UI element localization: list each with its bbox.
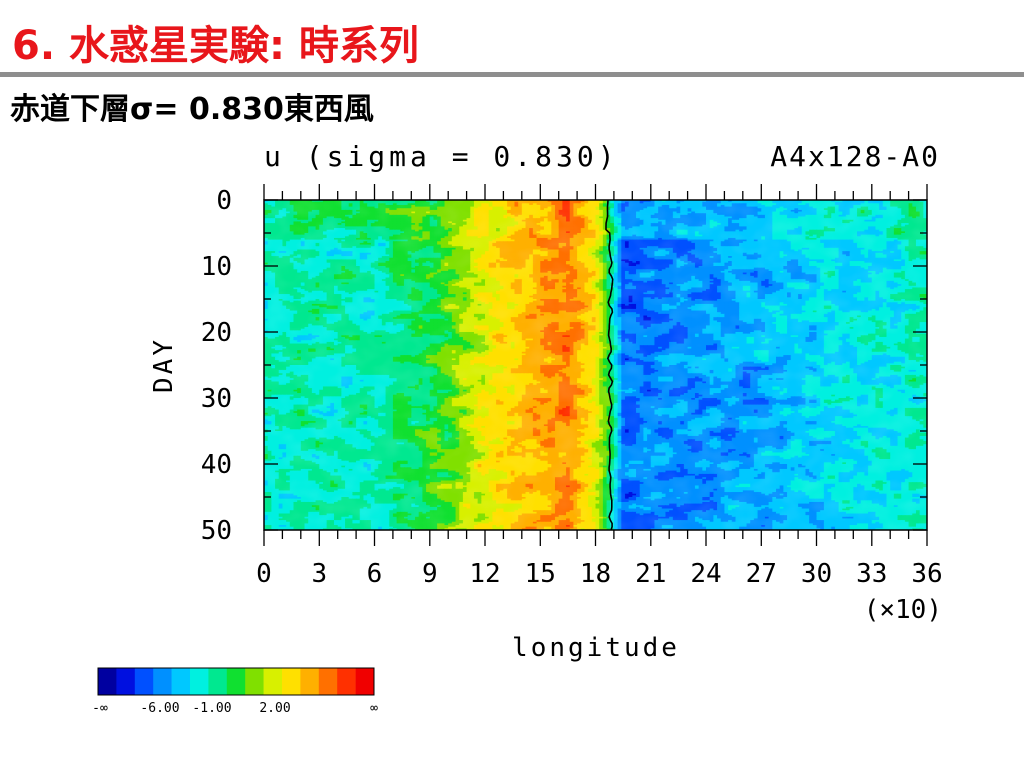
slide-subtitle: 赤道下層σ= 0.830東西風 xyxy=(10,90,374,130)
title-divider xyxy=(0,72,1024,77)
slide-title: 6. 水惑星実験: 時系列 xyxy=(12,20,419,72)
